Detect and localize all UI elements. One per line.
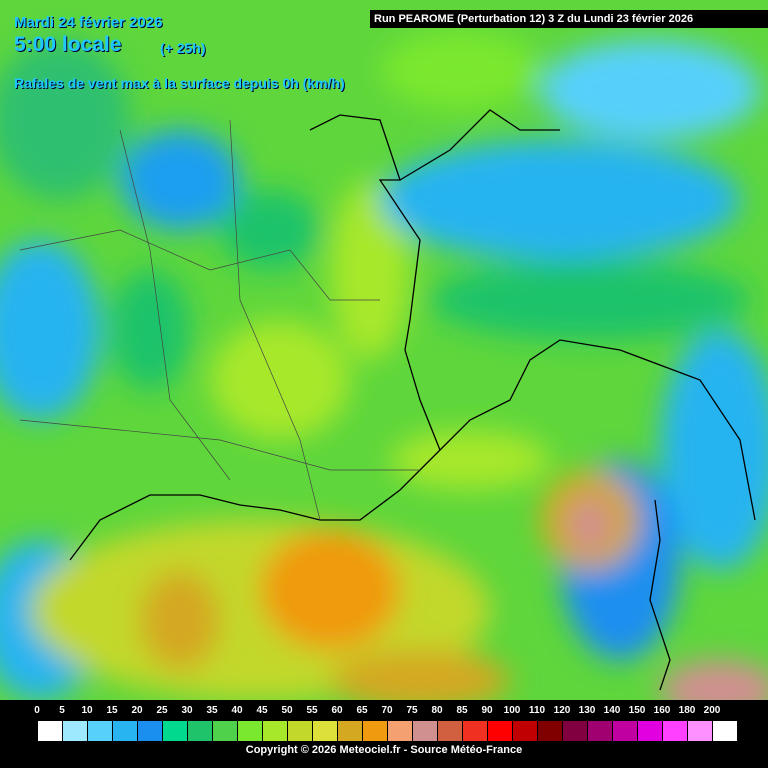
- legend-label: 85: [456, 705, 468, 716]
- corsica: [649, 499, 671, 691]
- legend-label: 40: [231, 705, 243, 716]
- legend-label: 65: [356, 705, 368, 716]
- legend-label: 100: [503, 705, 521, 716]
- legend-swatch: [563, 721, 588, 741]
- border: [309, 114, 441, 451]
- legend-swatch: [238, 721, 263, 741]
- legend-label: 90: [481, 705, 493, 716]
- legend-swatch: [38, 721, 63, 741]
- legend-swatch: [363, 721, 388, 741]
- legend-swatch: [688, 721, 713, 741]
- legend-label: 20: [131, 705, 143, 716]
- border: [399, 109, 560, 181]
- copyright: Copyright © 2026 Meteociel.fr - Source M…: [245, 744, 523, 756]
- legend-label: 130: [578, 705, 596, 716]
- parameter: Rafales de vent max à la surface depuis …: [14, 75, 345, 91]
- legend-labels: 0 5 10 15 20 25 30 35 40 45 50 55 60 65 70 75 80 85 90 100 1…: [0, 705, 768, 719]
- legend-swatch: [263, 721, 288, 741]
- run-info: Run PEAROME (Perturbation 12) 3 Z du Lun…: [370, 10, 768, 28]
- legend-label: 200: [703, 705, 721, 716]
- legend-swatch: [88, 721, 113, 741]
- legend-label: 50: [281, 705, 293, 716]
- legend-swatches: [37, 720, 739, 742]
- legend-label: 70: [381, 705, 393, 716]
- legend-swatch: [313, 721, 338, 741]
- regions: [19, 119, 420, 521]
- legend-swatch: [138, 721, 163, 741]
- legend-swatch: [713, 721, 738, 741]
- legend-label: 0: [34, 705, 40, 716]
- legend-swatch: [513, 721, 538, 741]
- legend-label: 150: [628, 705, 646, 716]
- time: 5:00 locale: [14, 33, 122, 56]
- legend-swatch: [613, 721, 638, 741]
- legend-label: 80: [431, 705, 443, 716]
- legend-label: 10: [81, 705, 93, 716]
- legend-swatch: [438, 721, 463, 741]
- legend-swatch: [663, 721, 688, 741]
- legend-label: 110: [528, 705, 546, 716]
- legend-swatch: [113, 721, 138, 741]
- legend-label: 30: [181, 705, 193, 716]
- legend-swatch: [538, 721, 563, 741]
- legend-label: 35: [206, 705, 218, 716]
- legend-swatch: [163, 721, 188, 741]
- legend-label: 140: [603, 705, 621, 716]
- legend-label: 180: [678, 705, 696, 716]
- legend-label: 120: [553, 705, 571, 716]
- wind-map: [0, 0, 768, 700]
- legend-swatch: [338, 721, 363, 741]
- legend-swatch: [463, 721, 488, 741]
- legend-swatch: [63, 721, 88, 741]
- legend-label: 75: [406, 705, 418, 716]
- legend-label: 160: [653, 705, 671, 716]
- legend-swatch: [488, 721, 513, 741]
- legend-swatch: [213, 721, 238, 741]
- legend-label: 25: [156, 705, 168, 716]
- legend-label: 15: [106, 705, 118, 716]
- legend-swatch: [288, 721, 313, 741]
- legend-label: 60: [331, 705, 343, 716]
- legend-swatch: [413, 721, 438, 741]
- lead-time: (+ 25h): [160, 40, 206, 56]
- wind-field: [0, 30, 768, 700]
- legend-swatch: [388, 721, 413, 741]
- legend-swatch: [588, 721, 613, 741]
- legend-swatch: [188, 721, 213, 741]
- legend-label: 5: [59, 705, 65, 716]
- legend-swatch: [638, 721, 663, 741]
- legend-label: 45: [256, 705, 268, 716]
- legend-label: 55: [306, 705, 318, 716]
- date: Mardi 24 février 2026: [14, 14, 163, 31]
